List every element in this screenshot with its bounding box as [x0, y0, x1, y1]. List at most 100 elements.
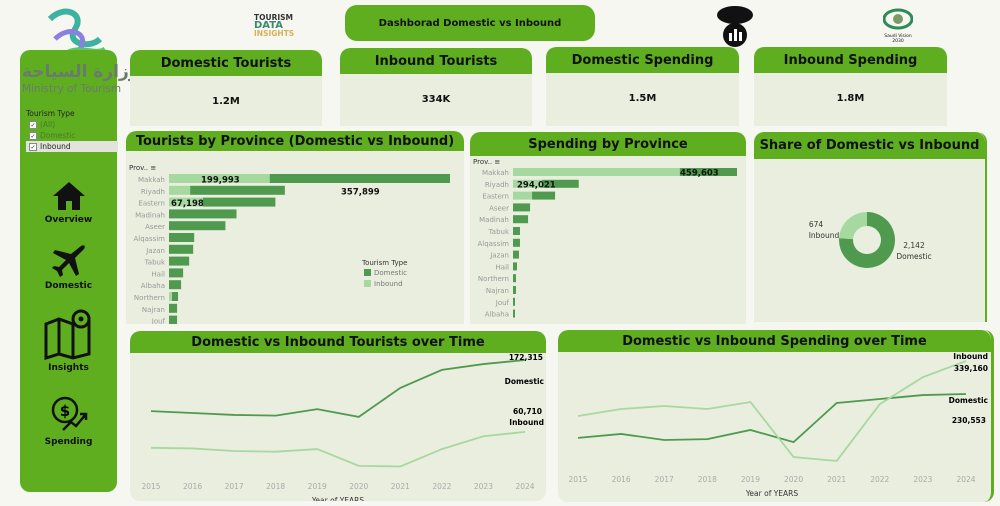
- category-label: Hail: [152, 270, 165, 278]
- bar-domestic: [169, 280, 182, 290]
- filter-option-all[interactable]: ✓ (All): [26, 119, 118, 130]
- bar-domestic: [513, 297, 515, 306]
- kpi-title: Inbound Tourists: [340, 48, 532, 74]
- bar-domestic: [513, 203, 531, 212]
- x-tick-label: 2020: [349, 482, 368, 491]
- tourists-by-province-chart: Prov.. ≡ Makkah Riyadh Eastern Madinah Aseer A…: [129, 164, 450, 324]
- end-value-label: 172,315: [509, 353, 543, 362]
- chart-title: Share of Domestic vs Inbound: [754, 132, 985, 159]
- category-label: Eastern: [138, 200, 165, 208]
- end-name-label: Inbound: [953, 352, 988, 361]
- category-label: Northern: [134, 294, 165, 302]
- share-donut-chart: 674 Inbound 2,142 Domestic: [809, 212, 932, 268]
- bar-inbound: [513, 191, 533, 200]
- category-label: Jouf: [151, 318, 166, 324]
- x-axis-label: Year of YEARS: [311, 496, 365, 501]
- bar-domestic: [169, 244, 194, 254]
- option-label: (All): [40, 120, 56, 129]
- nav-label: Insights: [48, 363, 89, 373]
- bar-domestic: [190, 185, 285, 195]
- kpi-domestic-spending: Domestic Spending 1.5M: [546, 47, 739, 126]
- kpi-title: Domestic Tourists: [130, 50, 322, 76]
- bar-domestic: [513, 215, 529, 224]
- bar-domestic: [169, 209, 237, 219]
- category-label: Aseer: [489, 204, 509, 212]
- x-tick-label: 2023: [913, 475, 932, 484]
- bar-inbound: [169, 174, 270, 183]
- category-label: Riyadh: [485, 181, 509, 189]
- bar-domestic: [513, 227, 520, 235]
- category-label: Alqassim: [133, 235, 165, 243]
- bar-domestic: [172, 292, 179, 301]
- line-inbound: [150, 430, 526, 468]
- kpi-value: 334K: [421, 93, 451, 105]
- category-label: Jazan: [145, 247, 165, 255]
- bar-domestic: [542, 179, 579, 188]
- category-label: Tabuk: [488, 228, 510, 236]
- ministry-name-arabic: وزارة السياحة: [22, 62, 140, 82]
- svg-text:$: $: [59, 402, 69, 420]
- option-label: Inbound: [40, 142, 71, 151]
- data-label: 67,198: [171, 199, 204, 209]
- nav-label: Domestic: [44, 281, 93, 291]
- x-tick-label: 2017: [225, 482, 244, 491]
- tourism-type-filter: Tourism Type ✓ (All) ✓ Domestic ✓ Inbound: [26, 108, 118, 152]
- nav-spending[interactable]: $ Spending: [20, 394, 117, 447]
- x-tick-label: 2019: [741, 475, 760, 484]
- filter-option-domestic[interactable]: ✓ Domestic: [26, 130, 118, 141]
- end-name-label: Domestic: [949, 396, 988, 405]
- x-tick-label: 2019: [308, 482, 327, 491]
- share-panel: Share of Domestic vs Inbound 674 Inbound 2…: [754, 132, 987, 322]
- category-label: Albaha: [141, 282, 165, 290]
- line-domestic: [577, 393, 967, 444]
- legend-item: Inbound: [374, 280, 403, 288]
- bar-inbound: [169, 197, 203, 207]
- checkbox[interactable]: ✓: [29, 120, 37, 129]
- x-tick-label: 2023: [474, 482, 493, 491]
- category-label: Albaha: [485, 311, 509, 319]
- chart-title: Spending by Province: [470, 132, 746, 156]
- bar-domestic: [513, 262, 517, 271]
- tourists-by-province-panel: Tourists by Province (Domestic vs Inboun…: [126, 131, 464, 324]
- line-domestic: [150, 359, 526, 418]
- bar-domestic: [679, 168, 737, 176]
- slice-domestic: [839, 212, 895, 268]
- category-label: Tabuk: [144, 259, 166, 267]
- data-label: 357,899: [341, 187, 380, 197]
- bar-domestic: [269, 174, 450, 183]
- slice-value: 674: [809, 220, 824, 229]
- bar-domestic: [513, 309, 515, 318]
- kpi-title: Domestic Spending: [546, 47, 739, 73]
- x-tick-label: 2021: [827, 475, 846, 484]
- category-label: Madinah: [479, 216, 509, 224]
- chart-title: Tourists by Province (Domestic vs Inboun…: [126, 131, 464, 151]
- x-tick-label: 2015: [141, 482, 160, 491]
- nav-overview[interactable]: Overview: [20, 180, 117, 225]
- axis-header: Prov.. ≡: [129, 164, 156, 172]
- nav-label: Overview: [44, 215, 93, 225]
- category-label: Najran: [486, 287, 509, 295]
- x-tick-label: 2018: [698, 475, 717, 484]
- tourism-data-insights-logo: TOURISM DATA INSIGHTS: [254, 14, 294, 38]
- checkbox[interactable]: ✓: [29, 142, 37, 151]
- nav-domestic[interactable]: Domestic: [20, 242, 117, 291]
- filter-option-inbound[interactable]: ✓ Inbound: [26, 141, 118, 152]
- category-label: Najran: [142, 306, 165, 314]
- legend-swatch: [364, 280, 371, 287]
- category-label: Madinah: [135, 211, 165, 219]
- bar-domestic: [513, 250, 519, 259]
- x-axis-label: Year of YEARS: [745, 489, 799, 498]
- category-label: Hail: [496, 263, 509, 271]
- slice-value: 2,142: [903, 241, 925, 250]
- bar-inbound: [513, 179, 543, 188]
- ministry-name-english: Ministry of Tourism: [22, 83, 122, 95]
- category-label: Northern: [478, 275, 509, 283]
- end-value-label: 230,553: [952, 416, 986, 425]
- bar-inbound: [513, 168, 680, 176]
- checkbox[interactable]: ✓: [29, 131, 37, 140]
- spending-over-time-panel: Domestic vs Inbound Spending over Time 2…: [558, 330, 994, 502]
- dashboard-title: Dashborad Domestic vs Inbound: [345, 5, 595, 41]
- kpi-domestic-tourists: Domestic Tourists 1.2M: [130, 50, 322, 126]
- nav-insights[interactable]: Insights: [20, 308, 117, 373]
- spending-by-province-panel: Spending by Province Prov.. ≡ Makkah Riyad…: [470, 132, 746, 324]
